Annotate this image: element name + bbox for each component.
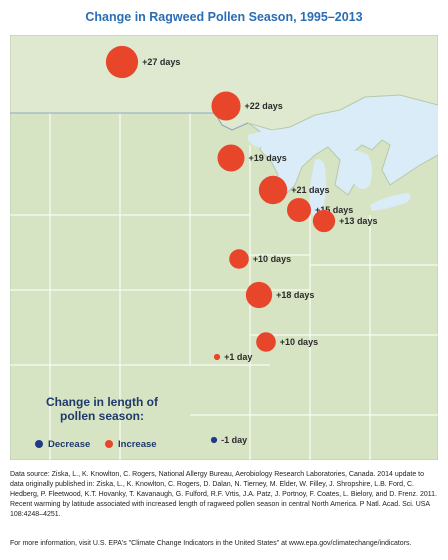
- site-label-11: -1 day: [221, 435, 247, 445]
- site-label-3: +19 days: [249, 153, 287, 163]
- legend-title: Change in length of pollen season:: [46, 395, 158, 423]
- site-label-9: +10 days: [280, 337, 318, 347]
- increase-dot-icon: [105, 440, 113, 448]
- legend-decrease: Decrease: [35, 439, 90, 450]
- site-marker-7: [229, 249, 249, 269]
- site-marker-4: [258, 175, 288, 205]
- legend-increase-label: Increase: [118, 439, 157, 450]
- site-marker-3: [217, 144, 245, 172]
- legend: Change in length of pollen season: Decre…: [27, 393, 187, 455]
- site-label-1: +27 days: [142, 57, 180, 67]
- data-source-note: Data source: Ziska, L., K. Knowlton, C. …: [10, 471, 437, 518]
- site-label-6: +13 days: [339, 216, 377, 226]
- site-marker-2: [211, 91, 241, 121]
- lake-huron: [340, 150, 373, 189]
- legend-decrease-label: Decrease: [48, 439, 91, 450]
- lake-michigan: [309, 159, 326, 217]
- site-label-5: +15 days: [315, 205, 353, 215]
- site-marker-8: [245, 281, 273, 309]
- site-label-2: +22 days: [245, 101, 283, 111]
- us-canada-border: [10, 112, 249, 131]
- lake-superior: [247, 129, 326, 148]
- site-marker-6: [312, 209, 336, 233]
- site-marker-5: [286, 197, 312, 223]
- map-title: Change in Ragweed Pollen Season, 1995–20…: [85, 10, 363, 24]
- site-label-8: +18 days: [276, 290, 314, 300]
- more-info-note: For more information, visit U.S. EPA's "…: [10, 540, 412, 547]
- ragweed-map: +27 days +22 days +19 days +21 days +15 days…: [10, 35, 438, 460]
- site-label-4: +21 days: [291, 185, 329, 195]
- site-label-7: +10 days: [253, 254, 291, 264]
- site-marker-10: [213, 353, 221, 361]
- site-marker-11: [210, 436, 218, 444]
- lake-erie: [370, 193, 411, 211]
- legend-increase: Increase: [105, 439, 157, 450]
- decrease-dot-icon: [35, 440, 43, 448]
- site-label-10: +1 day: [224, 352, 252, 362]
- site-marker-9: [256, 332, 276, 352]
- state-borders: [10, 113, 438, 460]
- site-marker-1: [105, 45, 139, 79]
